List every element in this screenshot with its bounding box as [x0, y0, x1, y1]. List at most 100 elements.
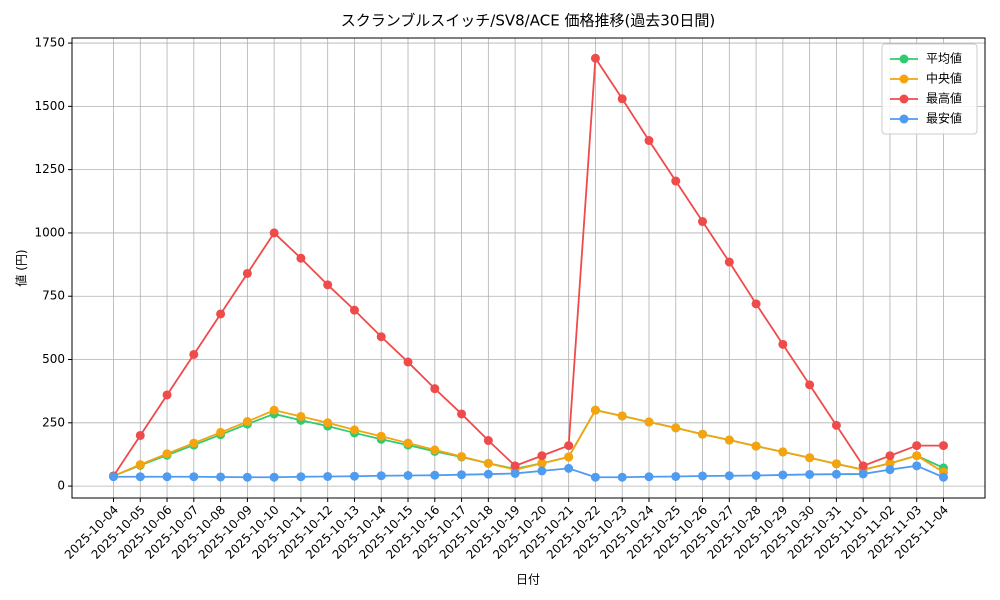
data-point	[671, 423, 681, 433]
data-point	[109, 472, 118, 482]
data-point	[831, 420, 841, 430]
data-point	[671, 176, 681, 186]
y-axis-label: 値 (円)	[14, 249, 29, 286]
data-point	[349, 471, 359, 481]
data-point	[216, 427, 226, 437]
data-point	[242, 472, 252, 482]
data-point	[590, 53, 600, 63]
data-point	[349, 425, 359, 435]
y-tick-label: 250	[42, 415, 65, 429]
data-point	[135, 430, 145, 440]
plot-frame	[71, 37, 986, 499]
data-point	[912, 441, 922, 451]
data-point	[323, 280, 333, 290]
y-tick-label: 1250	[34, 162, 65, 176]
data-point	[724, 257, 734, 267]
data-point	[564, 441, 574, 451]
data-point	[162, 472, 172, 482]
legend-label: 平均値	[926, 51, 962, 66]
data-point	[457, 451, 467, 461]
data-point	[296, 411, 306, 421]
data-point	[269, 472, 279, 482]
data-point	[805, 469, 815, 479]
y-tick-label: 750	[42, 289, 65, 303]
data-point	[671, 471, 681, 481]
data-point	[135, 472, 145, 482]
data-point	[323, 418, 333, 428]
data-point	[403, 470, 413, 480]
y-tick-label: 1000	[34, 225, 65, 239]
data-point	[751, 441, 761, 451]
data-point	[698, 471, 708, 481]
data-point	[644, 417, 654, 427]
data-point	[724, 435, 734, 445]
data-point	[457, 409, 467, 419]
data-point	[376, 431, 386, 441]
legend-label: 最安値	[926, 111, 962, 126]
data-point	[189, 472, 199, 482]
data-point	[376, 471, 386, 481]
data-point	[831, 469, 841, 479]
data-point	[617, 411, 627, 421]
legend-label: 最高値	[926, 91, 962, 106]
data-point	[296, 253, 306, 263]
data-point	[751, 470, 761, 480]
data-point	[858, 461, 868, 471]
x-axis-label: 日付	[516, 573, 540, 587]
data-point	[162, 449, 172, 459]
data-point	[457, 470, 467, 480]
data-point	[537, 451, 547, 461]
data-point	[483, 458, 493, 468]
y-tick-label: 1750	[34, 36, 65, 50]
data-point	[778, 470, 788, 480]
data-point	[403, 438, 413, 448]
data-point	[939, 441, 948, 451]
legend-marker	[899, 114, 909, 124]
data-point	[805, 453, 815, 463]
data-point	[189, 438, 199, 448]
data-point	[430, 445, 440, 455]
data-point	[912, 451, 922, 461]
data-point	[590, 472, 600, 482]
series-line	[113, 464, 944, 479]
legend-label: 中央値	[926, 71, 962, 86]
data-point	[644, 472, 654, 482]
data-point	[778, 339, 788, 349]
data-point	[564, 463, 574, 473]
data-point	[323, 471, 333, 481]
data-point	[510, 461, 520, 471]
data-point	[216, 472, 226, 482]
data-point	[885, 465, 895, 475]
data-point	[537, 458, 547, 468]
legend-marker	[899, 54, 909, 64]
data-point	[483, 469, 493, 479]
y-tick-label: 1500	[34, 99, 65, 113]
data-point	[403, 357, 413, 367]
data-point	[831, 459, 841, 469]
data-point	[590, 405, 600, 415]
data-point	[617, 472, 627, 482]
legend-marker	[899, 94, 909, 104]
data-point	[617, 94, 627, 104]
data-point	[135, 460, 145, 470]
data-point	[751, 299, 761, 309]
data-point	[430, 470, 440, 480]
data-point	[242, 268, 252, 278]
data-point	[778, 447, 788, 457]
data-point	[483, 436, 493, 446]
data-point	[912, 461, 922, 471]
y-tick-label: 0	[57, 479, 65, 493]
data-point	[376, 332, 386, 342]
data-point	[564, 452, 574, 462]
data-point	[269, 405, 279, 415]
data-point	[296, 472, 306, 482]
chart-title: スクランブルスイッチ/SV8/ACE 価格推移(過去30日間)	[341, 12, 716, 30]
legend-marker	[899, 74, 909, 84]
legend-box	[881, 43, 978, 135]
series-line	[112, 55, 944, 477]
data-point	[885, 451, 895, 461]
y-tick-label: 500	[42, 352, 65, 366]
series-line	[113, 409, 944, 477]
data-point	[724, 471, 734, 481]
